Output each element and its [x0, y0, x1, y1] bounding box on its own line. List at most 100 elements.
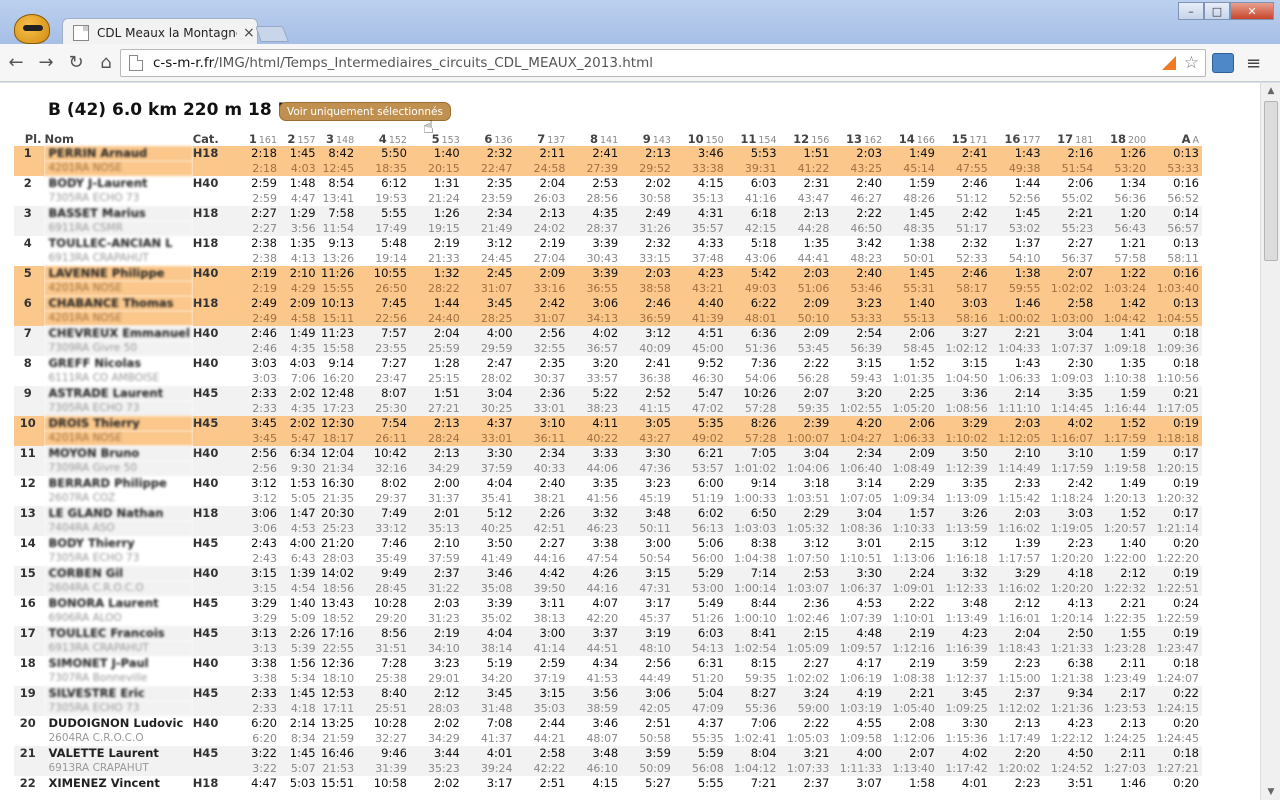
cumulative-time: 42:15	[726, 221, 780, 236]
club-name: 2607RA COZ	[48, 492, 116, 504]
table-row[interactable]: 14 BODY Thierry H45 2:43 4:00 21:20 7:46 2:10 3:…	[14, 536, 1202, 551]
split-time: 2:09	[515, 266, 569, 281]
split-time: 13:43	[321, 596, 355, 610]
control-code: 161	[258, 135, 277, 146]
split-time: 5:12	[462, 506, 516, 521]
extension-flag-icon[interactable]	[1161, 56, 1176, 70]
split-time: 6:21	[673, 446, 727, 461]
split-time: 2:04	[539, 176, 566, 190]
table-row[interactable]: 17 TOULLEC Francois H45 3:13 2:26 17:16 8:56 2:…	[14, 626, 1202, 641]
table-row[interactable]: 20 DUDOIGNON Ludovic H40 6:20 2:14 13:25 10:28…	[14, 716, 1202, 731]
cumulative-time: 28:24	[409, 431, 463, 446]
split-time: 6:02	[673, 506, 727, 521]
place-cell: 13	[14, 506, 45, 521]
profile-avatar[interactable]	[14, 14, 50, 44]
scroll-thumb[interactable]	[1264, 101, 1278, 261]
cumulative-time: 1:15:36	[945, 732, 988, 745]
cumulative-time: 1:18:43	[990, 641, 1044, 656]
cumulative-time	[885, 791, 938, 800]
cumulative-time: 17:49	[357, 221, 410, 236]
split-time: 3:42	[856, 236, 883, 250]
address-bar[interactable]: c-s-m-r.fr/IMG/html/Temps_Intermediaires…	[120, 49, 1206, 77]
menu-icon[interactable]: ≡	[1246, 53, 1262, 74]
split-time: 3:11	[539, 596, 566, 610]
tab-active[interactable]: CDL Meaux la Montagne - ×	[62, 18, 258, 46]
reload-button[interactable]: ↻	[68, 52, 84, 73]
split-time: 2:45	[462, 266, 516, 281]
empty-cell	[193, 671, 242, 686]
cumulative-time: 1:24:15	[1149, 701, 1202, 716]
split-time: 1:37	[1014, 236, 1041, 250]
new-tab-button[interactable]	[255, 26, 289, 42]
cumulative-time: 1:13:59	[937, 521, 991, 536]
cumulative-time: 27:21	[409, 401, 463, 416]
table-row[interactable]: 15 CORBEN Gil H40 3:15 1:39 14:02 9:49 2:37 3:46…	[14, 566, 1202, 581]
split-time: 1:44	[409, 296, 463, 311]
cumulative-time: 35:13	[692, 192, 724, 205]
cumulative-time: 1:00:10	[734, 612, 777, 625]
table-row[interactable]: 10 DROIS Thierry H45 3:45 2:02 12:30 7:54 2:13 4…	[14, 416, 1202, 431]
cumulative-time: 1:11:10	[990, 401, 1044, 416]
table-row[interactable]: 9 ASTRADE Laurent H45 2:33 2:02 12:48 8:07 1:51…	[14, 386, 1202, 401]
table-row[interactable]: 2 BODY J-Laurent H40 2:59 1:48 8:54 6:12 1:31 2:…	[14, 176, 1202, 191]
cumulative-time: 37:59	[428, 552, 460, 565]
back-button[interactable]: ←	[8, 52, 24, 73]
close-window-button[interactable]: ✕	[1230, 2, 1274, 20]
vertical-scrollbar[interactable]: ▲ ▼	[1260, 83, 1280, 800]
bookmark-star-icon[interactable]: ☆	[1183, 53, 1199, 73]
extension-icon[interactable]	[1212, 53, 1234, 73]
table-row[interactable]: 5 LAVENNE Philippe H40 2:19 2:10 11:26 10:55 1:…	[14, 266, 1202, 281]
table-row[interactable]: 3 BASSET Marius H18 2:27 1:29 7:58 5:55 1:26 2:3…	[14, 206, 1202, 221]
scroll-down-icon[interactable]: ▼	[1267, 787, 1275, 797]
table-row[interactable]: 11 MOYON Bruno H40 2:56 6:34 12:04 10:42 2:13 3:…	[14, 446, 1202, 461]
table-row[interactable]: 21 VALETTE Laurent H45 3:22 1:45 16:46 9:46 3:4…	[14, 746, 1202, 761]
table-row[interactable]: 22 XIMENEZ Vincent H18 4:47 5:03 15:51 10:58 2:…	[14, 776, 1202, 791]
table-row[interactable]: 4 TOULLEC-ANCIAN L H18 2:38 1:35 9:13 5:48 2:19…	[14, 236, 1202, 251]
category-cell: H18	[192, 506, 242, 521]
tab-close-icon[interactable]: ×	[243, 24, 255, 41]
split-time: 2:04	[990, 626, 1044, 641]
home-button[interactable]: ⌂	[100, 52, 112, 73]
table-row[interactable]: 12 BERRARD Philippe H40 3:12 1:53 16:30 8:02 2:…	[14, 476, 1202, 491]
table-row[interactable]: 7 CHEVREUX Emmanuel H40 2:46 1:49 11:23 7:57 2:…	[14, 326, 1202, 341]
table-row[interactable]: 13 LE GLAND Nathan H18 3:06 1:47 20:30 7:49 2:0…	[14, 506, 1202, 521]
split-time: 2:27	[241, 206, 280, 221]
table-row[interactable]: 1 PERRIN Arnaud H18 2:18 1:45 8:42 5:50 1:40 2:3…	[14, 146, 1202, 161]
cumulative-time: 30:58	[639, 192, 671, 205]
split-time: 2:51	[539, 776, 566, 790]
cumulative-time: 44:06	[568, 461, 622, 476]
cumulative-time: 20:15	[409, 161, 463, 176]
table-row[interactable]: 16 BONORA Laurent H45 3:29 1:40 13:43 10:28 2:0…	[14, 596, 1202, 611]
split-time: 10:58	[373, 776, 407, 790]
header-control: 2 157	[280, 132, 319, 146]
cumulative-time	[832, 791, 885, 800]
cumulative-time	[568, 791, 621, 800]
maximize-button[interactable]: □	[1204, 2, 1230, 20]
table-row[interactable]: 18 SIMONET J-Paul H40 3:38 1:56 12:36 7:28 3:23…	[14, 656, 1202, 671]
table-row[interactable]: 6 CHABANCE Thomas H18 2:49 2:09 10:13 7:45 1:44…	[14, 296, 1202, 311]
table-row-cumulative: 6111RA CO AMBOISE 3:03 7:06 16:20 23:47 25:15…	[14, 371, 1202, 386]
split-time: 6:22	[726, 296, 780, 311]
split-time: 3:38	[251, 656, 277, 670]
split-time: 13:25	[321, 716, 355, 730]
cumulative-time: 1:03:00	[1043, 311, 1097, 326]
scroll-up-icon[interactable]: ▲	[1267, 86, 1275, 96]
split-time: 0:24	[1173, 596, 1199, 610]
cumulative-time: 1:20:15	[1149, 461, 1202, 476]
minimize-button[interactable]: –	[1178, 2, 1204, 20]
control-number: 18	[1109, 132, 1126, 146]
header-control: 9 143	[621, 132, 674, 146]
forward-button[interactable]: →	[38, 52, 54, 73]
cumulative-time: 12:45	[318, 161, 358, 176]
split-time: 3:10	[1043, 446, 1097, 461]
category-cell: H40	[192, 446, 242, 461]
split-time: 5:35	[673, 416, 727, 431]
show-selected-button[interactable]: Voir uniquement sélectionnés	[279, 102, 451, 121]
split-time: 2:23	[1067, 536, 1094, 550]
table-row[interactable]: 19 SILVESTRE Eric H45 2:33 1:45 12:53 8:40 2:12…	[14, 686, 1202, 701]
table-row[interactable]: 8 GREFF Nicolas H40 3:03 4:03 9:14 7:27 1:28 2:4…	[14, 356, 1202, 371]
split-time: 7:36	[750, 356, 777, 370]
split-time: 3:21	[779, 746, 833, 761]
cumulative-time	[1096, 791, 1149, 800]
cumulative-time: 13:26	[322, 252, 355, 265]
